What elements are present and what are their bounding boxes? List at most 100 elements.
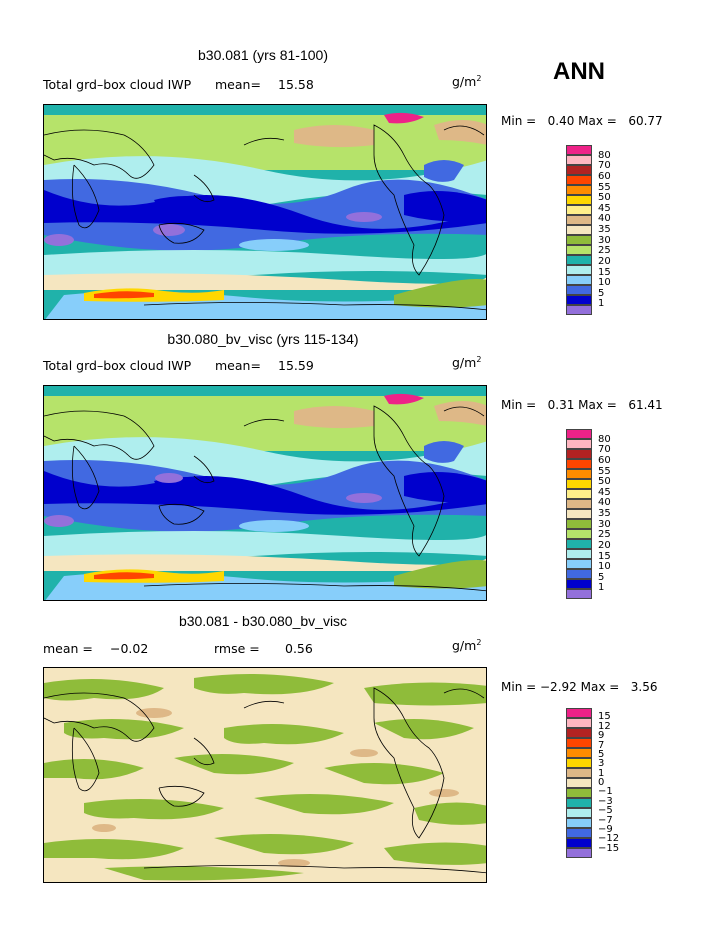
legend-label: 1	[598, 298, 605, 310]
legend-swatch	[566, 539, 592, 549]
panel-2-map	[43, 385, 487, 601]
legend-swatch	[566, 728, 592, 738]
panel-3-mean-label: mean =	[43, 641, 93, 656]
legend-swatch	[566, 499, 592, 509]
legend-label: 10	[598, 277, 611, 289]
panel-3-mean-value: −0.02	[110, 641, 149, 656]
legend-swatch	[566, 165, 592, 175]
legend-swatch	[566, 305, 592, 315]
panel-3-rmse-label: rmse =	[214, 641, 260, 656]
legend-label: 3	[598, 758, 605, 770]
legend-swatch	[566, 429, 592, 439]
legend-label: 30	[598, 234, 611, 246]
legend-swatch	[566, 579, 592, 589]
legend-swatch	[566, 255, 592, 265]
legend-label: 15	[598, 550, 611, 562]
legend-swatch	[566, 848, 592, 858]
legend-label: 15	[598, 711, 611, 723]
legend-swatch	[566, 479, 592, 489]
legend-label: 0	[598, 777, 605, 788]
legend-label: 70	[598, 160, 611, 172]
legend-label: 35	[598, 224, 611, 235]
legend-swatch	[566, 718, 592, 728]
legend-swatch	[566, 449, 592, 459]
legend-label: 45	[598, 486, 611, 498]
panel-1-mean-value: 15.58	[278, 77, 314, 92]
legend-label: 9	[598, 730, 605, 742]
panel-3-minmax: Min = −2.92 Max = 3.56	[501, 680, 658, 694]
legend-swatch	[566, 529, 592, 539]
legend-swatch	[566, 459, 592, 469]
legend-label: −9	[598, 823, 613, 835]
legend-swatch	[566, 768, 592, 778]
legend-label: 15	[598, 266, 611, 278]
legend-label: −7	[598, 814, 613, 826]
panel-1-variable-label: Total grd–box cloud IWP	[43, 77, 192, 92]
legend-label: 25	[598, 245, 611, 257]
panel-1-map-graphic	[44, 105, 486, 319]
legend-swatch	[566, 758, 592, 768]
panel-2-map-graphic	[44, 386, 486, 600]
legend-swatch	[566, 838, 592, 848]
panel-2-units: g/m2	[452, 355, 482, 371]
panel-2-variable-label: Total grd–box cloud IWP	[43, 358, 192, 373]
panel-3-units: g/m2	[452, 638, 482, 654]
legend-swatch	[566, 489, 592, 499]
legend-swatch	[566, 195, 592, 205]
legend-swatch	[566, 185, 592, 195]
legend-label: −3	[598, 795, 613, 807]
panel-1-title: b30.081 (yrs 81-100)	[198, 47, 328, 63]
legend-label: 1	[598, 582, 605, 594]
legend-label: 60	[598, 454, 611, 466]
legend-label: 60	[598, 170, 611, 182]
legend-label: 25	[598, 529, 611, 541]
legend-label: 35	[598, 508, 611, 519]
panel-1-mean-label: mean=	[215, 77, 261, 92]
panel-3-map-graphic	[44, 668, 486, 882]
panel-3-map	[43, 667, 487, 883]
legend-label: −5	[598, 805, 613, 817]
panel-1-minmax: Min = 0.40 Max = 60.77	[501, 114, 663, 128]
legend-swatch	[566, 215, 592, 225]
legend-swatch	[566, 295, 592, 305]
panel-2-mean-value: 15.59	[278, 358, 314, 373]
season-label: ANN	[553, 58, 605, 85]
legend-swatch	[566, 519, 592, 529]
legend-swatch	[566, 469, 592, 479]
legend-swatch	[566, 205, 592, 215]
panel-2-minmax: Min = 0.31 Max = 61.41	[501, 398, 663, 412]
legend-swatch	[566, 828, 592, 838]
legend-label: 40	[598, 213, 611, 225]
legend-label: 1	[598, 767, 605, 779]
legend-label: 55	[598, 465, 611, 477]
panel-3-rmse-value: 0.56	[285, 641, 313, 656]
legend-swatch	[566, 155, 592, 165]
legend-label: 40	[598, 497, 611, 509]
legend-label: 80	[598, 149, 611, 161]
panel-1-units: g/m2	[452, 74, 482, 90]
legend-swatch	[566, 798, 592, 808]
legend-label: 10	[598, 561, 611, 573]
panel-3-title: b30.081 - b30.080_bv_visc	[178, 613, 348, 629]
legend-label: 55	[598, 181, 611, 193]
panel-1-map	[43, 104, 487, 320]
legend-swatch	[566, 738, 592, 748]
legend-swatch	[566, 748, 592, 758]
legend-label: 5	[598, 571, 605, 583]
legend-swatch	[566, 275, 592, 285]
legend-swatch	[566, 145, 592, 155]
legend-swatch	[566, 245, 592, 255]
legend-label: 45	[598, 202, 611, 214]
legend-label: 50	[598, 476, 611, 488]
legend-label: 80	[598, 433, 611, 445]
legend-swatch	[566, 708, 592, 718]
legend-swatch	[566, 589, 592, 599]
legend-swatch	[566, 549, 592, 559]
legend-label: −1	[598, 786, 613, 798]
legend-swatch	[566, 285, 592, 295]
legend-label: 20	[598, 255, 611, 267]
legend-label: 20	[598, 539, 611, 551]
panel-2-mean-label: mean=	[215, 358, 261, 373]
legend-label: 7	[598, 739, 605, 751]
legend-swatch	[566, 808, 592, 818]
